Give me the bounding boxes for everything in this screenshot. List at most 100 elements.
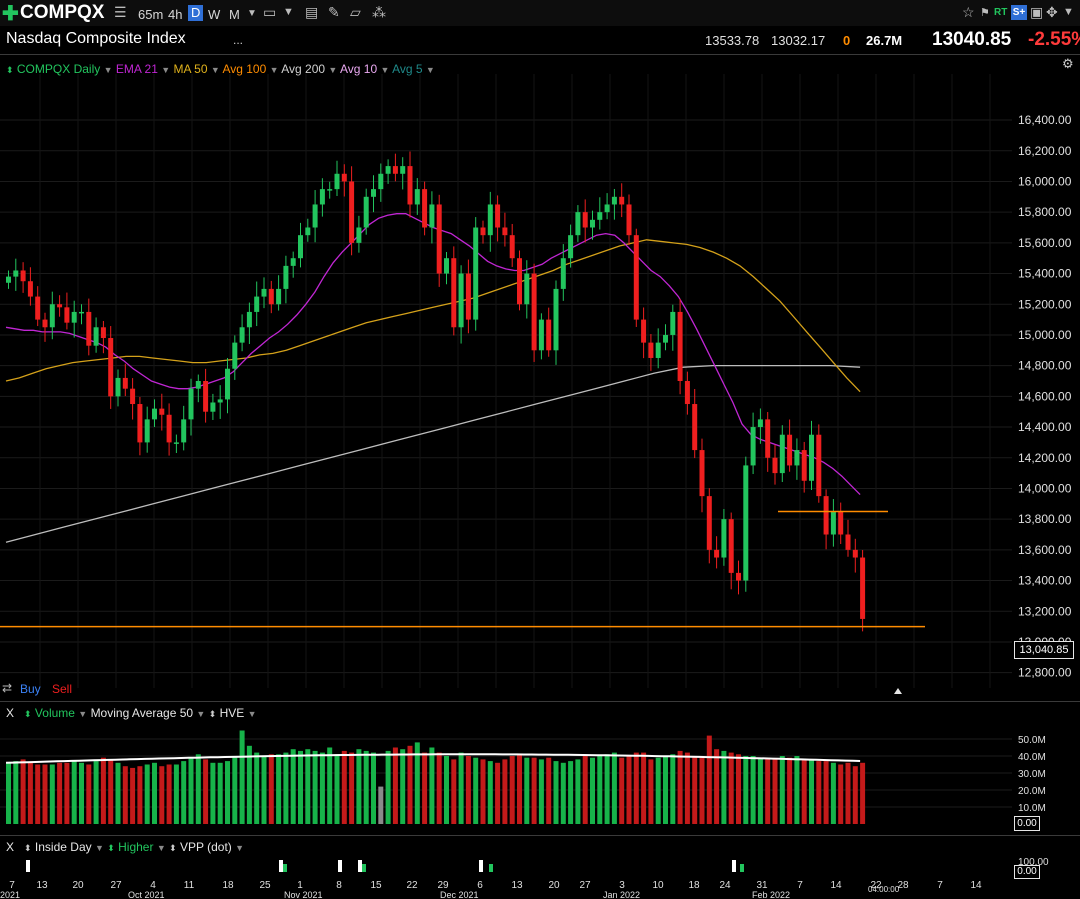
ma50-volume-item[interactable]: Moving Average 50 — [90, 706, 194, 720]
chevron-down-icon[interactable]: ▼ — [269, 65, 279, 75]
add-indicator-icon[interactable]: ▤ — [305, 4, 319, 20]
chevron-down-icon[interactable]: ▼ — [103, 65, 113, 75]
y-tick-label: 16,000.00 — [1018, 174, 1072, 188]
candle-body — [400, 166, 406, 174]
candle-body — [633, 235, 639, 320]
chevron-down-icon[interactable]: ▼ — [78, 709, 88, 719]
chevron-down-icon[interactable]: ▼ — [380, 65, 390, 75]
menu-dropdown-icon[interactable]: ▼ — [1063, 6, 1074, 18]
more-info-dots[interactable]: ... — [233, 33, 244, 47]
candle-body — [319, 189, 325, 205]
draw-pencil-icon[interactable]: ✎ — [328, 4, 340, 20]
candle-body — [487, 204, 493, 236]
candle-body — [64, 307, 70, 323]
settings-icon[interactable]: ⚙ — [1062, 56, 1074, 71]
candle-body — [283, 265, 289, 289]
chevron-down-icon[interactable]: ▼ — [235, 843, 245, 853]
x-day-label: 31 — [756, 880, 768, 891]
legend-item-avg200[interactable]: Avg 200 — [281, 62, 326, 76]
legend: ⬍ COMPQX Daily ▼ EMA 21 ▼ MA 50 ▼ Avg 10… — [6, 62, 435, 76]
legend-drag-icon[interactable]: ⬍ — [6, 65, 14, 75]
star-icon[interactable]: ☆ — [962, 4, 975, 20]
vpp-item[interactable]: VPP (dot) — [179, 840, 232, 854]
candle-body — [188, 388, 194, 420]
flag-icon[interactable]: ⚑ — [980, 7, 990, 19]
drag-icon[interactable]: ⬍ — [107, 843, 115, 853]
legend-item-avg5[interactable]: Avg 5 — [392, 62, 423, 76]
legend-item-ma50[interactable]: MA 50 — [173, 62, 208, 76]
drag-icon[interactable]: ⬍ — [208, 709, 217, 719]
candle-body — [203, 381, 209, 412]
candle-body — [465, 273, 471, 320]
higher-item[interactable]: Higher — [118, 840, 154, 854]
chart-style-icon[interactable]: ▭ — [263, 4, 277, 20]
eraser-icon[interactable]: ▱ — [350, 4, 361, 20]
sell-label[interactable]: Sell — [52, 682, 73, 696]
legend-item-price[interactable]: COMPQX Daily — [16, 62, 101, 76]
chevron-down-icon[interactable]: ▼ — [94, 843, 104, 853]
s-plus-icon[interactable]: S+ — [1011, 5, 1027, 20]
x-day-label: 7 — [937, 880, 943, 891]
volume-bar — [210, 762, 216, 824]
timeframe-monthly[interactable]: M — [229, 7, 240, 22]
volume-bar — [173, 764, 179, 824]
legend-item-avg100[interactable]: Avg 100 — [222, 62, 267, 76]
volume-bar — [217, 762, 223, 824]
timeframe-4h[interactable]: 4h — [168, 7, 183, 22]
candle-body — [429, 204, 435, 228]
chevron-down-icon[interactable]: ▼ — [247, 709, 257, 719]
drag-icon[interactable]: ⬍ — [169, 843, 177, 853]
move-icon[interactable]: ✥ — [1046, 4, 1058, 20]
realtime-badge[interactable]: RT — [994, 7, 1008, 18]
legend-item-avg10[interactable]: Avg 10 — [339, 62, 378, 76]
volume-bar — [144, 764, 150, 824]
timeframe-daily[interactable]: D — [188, 5, 204, 21]
close-panel-icon[interactable]: X — [6, 706, 15, 720]
list-icon[interactable]: ☰ — [114, 4, 127, 20]
chart-type-dropdown-icon[interactable]: ▼ — [283, 6, 294, 18]
chevron-down-icon[interactable]: ▼ — [161, 65, 171, 75]
legend-item-ema21[interactable]: EMA 21 — [115, 62, 158, 76]
drag-icon[interactable]: ⬍ — [24, 843, 32, 853]
candle-body — [794, 450, 800, 466]
candle-body — [757, 419, 763, 428]
save-icon[interactable]: ▣ — [1030, 4, 1044, 20]
chevron-down-icon[interactable]: ▼ — [328, 65, 338, 75]
price-chart[interactable]: 12,800.0013,000.0013,200.0013,400.0013,6… — [0, 74, 1080, 704]
volume-bar — [582, 756, 588, 824]
volume-legend: X ⬍ Volume ▼ Moving Average 50 ▼ ⬍ HVE ▼ — [6, 706, 257, 720]
candle-body — [100, 327, 106, 339]
volume-bar — [743, 756, 749, 824]
volume-item[interactable]: Volume — [34, 706, 75, 720]
timeframe-weekly[interactable]: W — [208, 7, 221, 22]
candle-body — [590, 219, 595, 228]
candle-body — [604, 204, 610, 213]
drag-icon[interactable]: ⬍ — [24, 709, 32, 719]
share-icon[interactable]: ⁂ — [372, 4, 386, 20]
candle-body — [20, 270, 26, 282]
trade-icon[interactable]: ⇄ — [2, 681, 13, 695]
volume-bar — [509, 756, 515, 824]
symbol-label[interactable]: COMPQX — [20, 2, 105, 23]
volume-bar — [801, 759, 807, 824]
chevron-down-icon[interactable]: ▼ — [210, 65, 220, 75]
candle-body — [239, 327, 245, 343]
last-price-tag: 13,040.85 — [1014, 641, 1074, 659]
buy-label[interactable]: Buy — [20, 682, 41, 696]
inside-day-item[interactable]: Inside Day — [34, 840, 92, 854]
candle-body — [407, 166, 413, 205]
volume-bar — [27, 762, 33, 824]
volume-bar — [130, 767, 136, 824]
hve-item[interactable]: HVE — [219, 706, 245, 720]
volume-bar — [663, 756, 668, 824]
timeframe-dropdown-icon[interactable]: ▼ — [247, 8, 257, 19]
add-symbol-icon[interactable]: ✚ — [2, 3, 19, 25]
chevron-down-icon[interactable]: ▼ — [196, 709, 206, 719]
volume-chart[interactable]: 50.0M 40.0M 30.0M 20.0M 10.0M — [0, 722, 1080, 832]
close-panel-icon[interactable]: X — [6, 840, 15, 854]
volume-bar — [611, 752, 617, 824]
chevron-down-icon[interactable]: ▼ — [156, 843, 166, 853]
chevron-down-icon[interactable]: ▼ — [425, 65, 435, 75]
timeframe-65m[interactable]: 65m — [138, 7, 164, 22]
volume-bar — [305, 749, 311, 824]
